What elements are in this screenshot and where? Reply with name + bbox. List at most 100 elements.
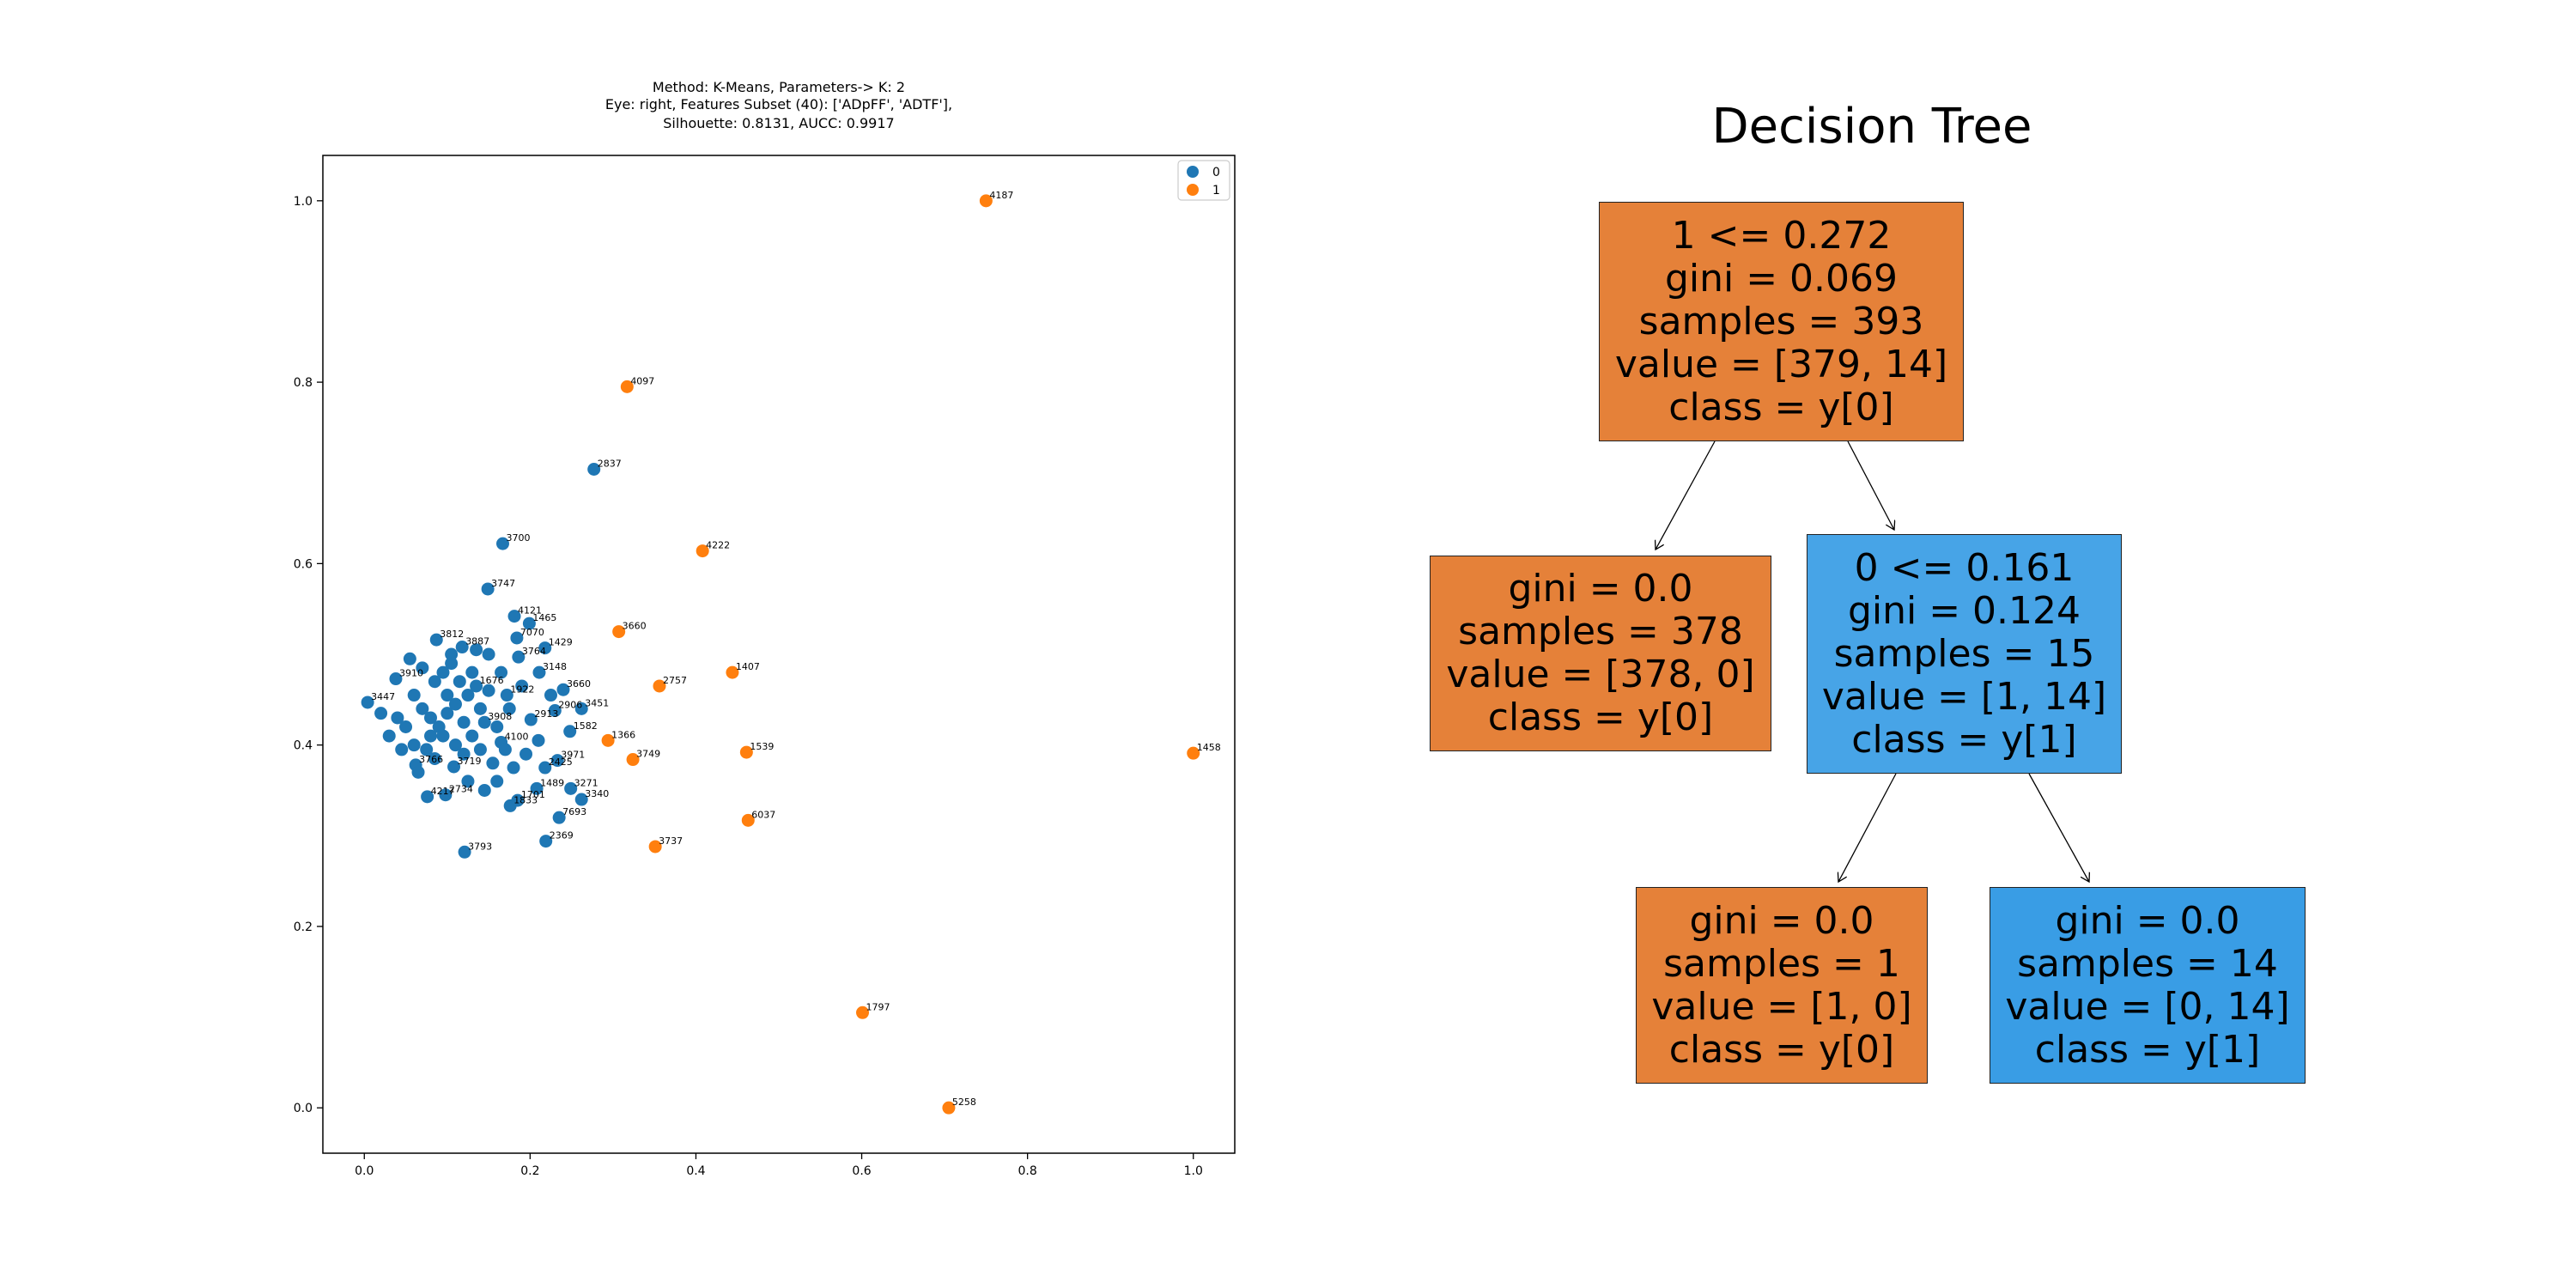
left-line-1: gini = 0.0 (1508, 567, 1693, 611)
scatter-point-series-0 (550, 754, 564, 768)
scatter-point-series-0 (403, 652, 416, 665)
scatter-point-series-0 (530, 781, 544, 795)
scatter-point-series-0 (538, 761, 552, 775)
scatter-point-series-0 (461, 775, 475, 788)
point-label: 7070 (520, 627, 544, 638)
scatter-title-line-2: Eye: right, Features Subset (40): ['ADpF… (605, 96, 953, 112)
point-label: 4222 (706, 540, 730, 551)
point-label: 3660 (623, 621, 647, 632)
scatter-point-series-0 (502, 702, 516, 715)
scatter-title-line-3: Silhouette: 0.8131, AUCC: 0.9917 (663, 115, 895, 131)
right-line-4: value = [1, 14] (1821, 674, 2107, 719)
scatter-point-series-1 (653, 679, 666, 693)
scatter-point-series-0 (440, 689, 454, 702)
point-label: 3971 (561, 750, 585, 761)
point-label: 3793 (468, 841, 492, 852)
point-label: 1366 (611, 729, 635, 740)
scatter-point-series-0 (515, 679, 529, 693)
point-label: 4100 (505, 731, 529, 742)
point-label: 1922 (510, 684, 534, 696)
scatter-point-series-0 (470, 643, 483, 657)
scatter-point-series-0 (552, 811, 566, 824)
y-axis: 0.0 0.2 0.4 0.6 0.8 1.0 (294, 195, 323, 1115)
scatter-point-series-0 (544, 689, 557, 702)
scatter-point-series-0 (421, 790, 434, 804)
legend: 0 1 (1177, 160, 1230, 201)
scatter-point-series-0 (420, 743, 434, 756)
scatter-point-series-0 (473, 743, 487, 756)
scatter-point-series-0 (399, 720, 413, 734)
right-line-1: 0 <= 0.161 (1854, 545, 2075, 590)
point-label: 3749 (636, 749, 660, 760)
right-right-line-1: gini = 0.0 (2055, 898, 2240, 943)
scatter-point-series-0 (407, 689, 421, 702)
point-label: 1676 (480, 675, 504, 686)
legend-marker-1 (1187, 184, 1199, 196)
scatter-point-series-0 (445, 647, 459, 661)
y-tick-label: 1.0 (294, 195, 313, 209)
point-label: 1429 (549, 637, 573, 648)
y-tick-label: 0.0 (294, 1102, 313, 1115)
scatter-point-series-0 (395, 743, 409, 756)
point-label: 2369 (550, 830, 574, 841)
scatter-point-series-0 (407, 738, 421, 752)
point-label: 4217 (431, 786, 455, 797)
root-line-5: class = y[0] (1668, 385, 1894, 429)
point-label: 3766 (419, 754, 443, 765)
scatter-point-series-0 (470, 679, 483, 693)
point-label: 3747 (491, 578, 515, 589)
point-label: 1489 (540, 777, 564, 788)
edge-root-left (1656, 440, 1716, 550)
scatter-point-series-0 (439, 788, 453, 802)
scatter-point-series-0 (490, 720, 504, 734)
point-label: 2906 (558, 699, 582, 710)
right-line-5: class = y[1] (1851, 717, 2077, 762)
scatter-title-line-1: Method: K-Means, Parameters-> K: 2 (652, 79, 906, 95)
right-left-line-3: value = [1, 0] (1651, 984, 1912, 1029)
scatter-point-series-0 (382, 729, 396, 743)
point-label: 3271 (574, 777, 598, 788)
legend-label-1: 1 (1212, 184, 1220, 197)
scatter-point-series-1 (601, 733, 615, 747)
scatter-point-series-0 (486, 756, 500, 770)
scatter-point-series-1 (726, 665, 739, 679)
point-label: 3719 (458, 756, 482, 767)
root-line-1: 1 <= 0.272 (1671, 213, 1892, 258)
tree-node-right: 0 <= 0.161 gini = 0.124 samples = 15 val… (1807, 534, 2122, 774)
legend-label-0: 0 (1212, 166, 1220, 179)
point-label: 1701 (521, 789, 545, 800)
x-tick-label: 0.0 (355, 1164, 374, 1178)
scatter-point-series-0 (428, 675, 441, 689)
scatter-point-series-0 (453, 675, 466, 689)
right-line-3: samples = 15 (1833, 631, 2095, 676)
point-label: 3451 (585, 697, 609, 708)
scatter-point-series-0 (448, 697, 462, 711)
scatter-point-series-0 (465, 665, 479, 679)
scatter-point-series-0 (465, 729, 479, 743)
scatter-point-series-0 (447, 760, 461, 774)
scatter-point-series-0 (461, 689, 475, 702)
scatter-point-series-0 (411, 765, 425, 779)
point-label: 3910 (399, 668, 423, 679)
scatter-point-series-0 (500, 689, 513, 702)
point-label: 6037 (751, 809, 775, 820)
scatter-point-series-0 (389, 672, 403, 686)
scatter-point-series-0 (512, 650, 526, 664)
point-label: 3148 (543, 661, 567, 672)
root-line-2: gini = 0.069 (1664, 256, 1899, 301)
scatter-point-series-0 (445, 657, 459, 671)
legend-marker-0 (1187, 166, 1199, 178)
edge-root-right (1847, 440, 1894, 530)
tree-node-root: 1 <= 0.272 gini = 0.069 samples = 393 va… (1599, 202, 1964, 441)
right-left-line-1: gini = 0.0 (1689, 898, 1874, 943)
scatter-point-series-0 (440, 707, 454, 720)
scatter-point-series-0 (532, 665, 546, 679)
y-tick-label: 0.8 (294, 376, 313, 390)
scatter-point-series-0 (391, 711, 404, 725)
scatter-point-series-0 (436, 729, 450, 743)
root-line-4: value = [379, 14] (1614, 342, 1948, 386)
scatter-point-series-0 (473, 702, 487, 715)
scatter-point-series-0 (458, 845, 471, 859)
scatter-point-series-0 (374, 707, 388, 720)
scatter-point-series-0 (538, 641, 552, 655)
